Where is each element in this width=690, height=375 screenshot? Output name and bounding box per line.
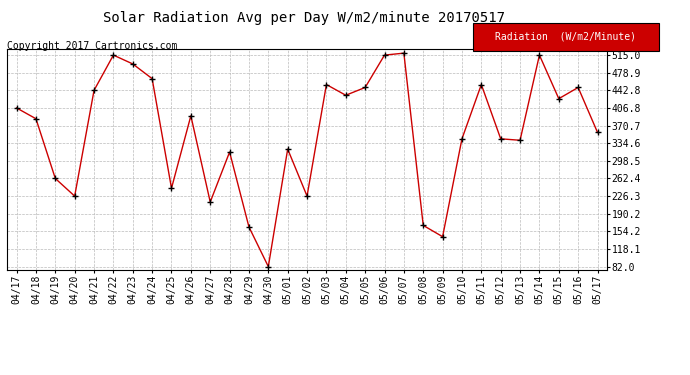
Text: Radiation  (W/m2/Minute): Radiation (W/m2/Minute): [495, 32, 636, 42]
Text: Solar Radiation Avg per Day W/m2/minute 20170517: Solar Radiation Avg per Day W/m2/minute …: [103, 11, 504, 25]
Text: Copyright 2017 Cartronics.com: Copyright 2017 Cartronics.com: [7, 41, 177, 51]
